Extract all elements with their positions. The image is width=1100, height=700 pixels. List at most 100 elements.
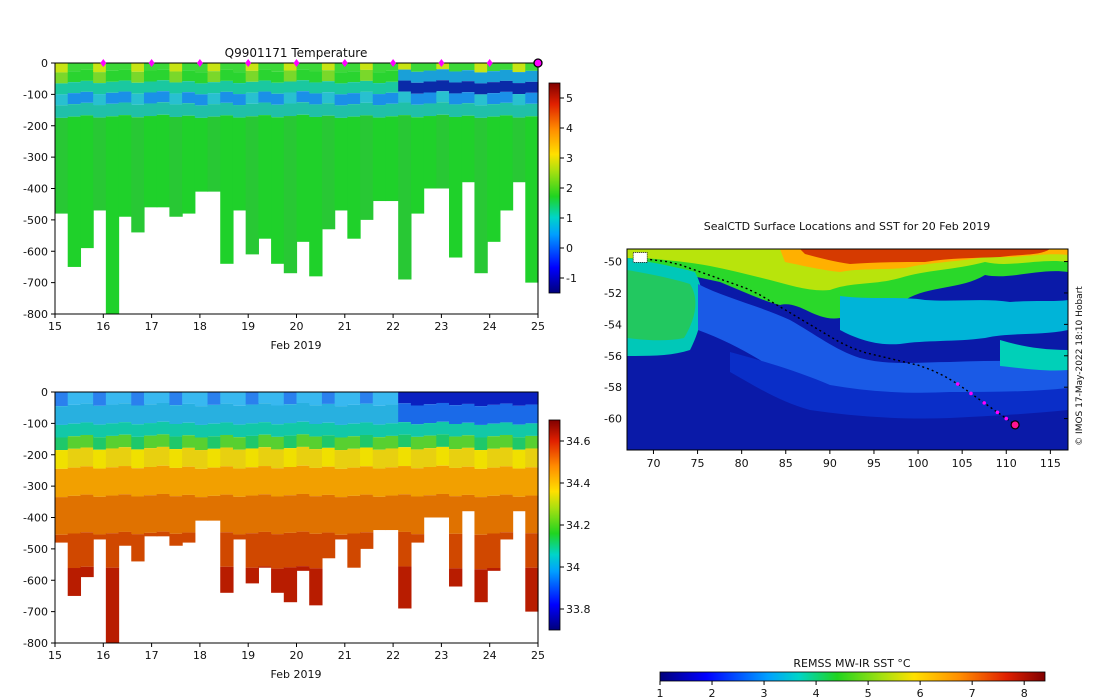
seal-start-marker [632,252,648,263]
section-cell [372,424,387,438]
section-cell [245,435,259,449]
profile-marker [486,59,493,67]
salinity-y-tick-label: -700 [23,606,48,619]
section-cell [283,92,298,104]
section-cell [512,94,526,106]
section-cell [309,71,323,83]
section-cell [232,449,247,469]
section-cell [271,104,285,118]
section-cell [80,115,94,249]
section-cell [232,72,247,84]
section-cell [334,63,348,73]
section-cell [525,567,539,612]
section-cell [321,81,336,93]
section-cell [118,434,132,448]
section-cell [131,436,145,450]
section-cell [143,70,158,82]
seal-track-recent-point [982,401,987,405]
section-cell [55,468,69,498]
section-cell [80,532,94,567]
section-cell [449,93,463,105]
section-cell [334,497,348,535]
section-cell [207,467,221,496]
section-cell [436,446,450,466]
section-cell [67,448,82,468]
section-profile-column [487,392,501,571]
section-cell [156,80,170,92]
section-cell [220,494,234,533]
section-profile-column [207,392,221,521]
profile-marker [390,59,397,67]
section-cell [372,94,387,106]
section-cell [118,63,132,70]
temperature-x-axis: 15 16 17 18 19 20 21 22 23 24 25 [48,314,545,333]
section-cell [385,467,399,496]
temperature-y-tick-label: -500 [23,214,48,227]
section-cell [398,80,412,92]
section-cell [207,71,221,83]
section-cell [67,533,82,569]
section-cell [105,448,120,468]
section-cell [512,449,526,469]
section-cell [143,103,158,117]
section-cell [207,448,221,468]
section-cell [245,63,259,71]
section-cell [449,449,463,468]
section-cell [220,422,234,435]
section-cell [449,405,463,425]
section-cell [398,434,412,448]
section-cell [398,63,412,70]
section-profile-column [271,63,285,264]
section-cell [449,424,463,437]
temperature-y-tick-label: -600 [23,245,48,258]
salinity-colorbar-tick-label: 33.8 [566,603,591,616]
section-profile-column [93,63,107,211]
section-cell [118,392,132,404]
section-cell [347,82,361,94]
section-cell [296,421,310,435]
section-cell [169,392,183,406]
section-cell [220,63,234,70]
section-cell [156,102,170,115]
section-cell [296,446,310,466]
section-profile-column [334,63,348,211]
section-cell [169,71,183,83]
section-cell [347,436,361,449]
section-cell [245,92,259,104]
section-cell [143,466,158,496]
sst-field [627,249,1068,450]
salinity-y-tick-label: -600 [23,574,48,587]
section-cell [258,531,272,567]
temperature-y-tick-label: -800 [23,308,48,321]
section-cell [194,468,209,498]
section-profile-column [499,392,514,540]
section-cell [258,494,272,532]
section-cell [449,467,463,497]
profile-marker [196,59,203,67]
section-profile-column [258,63,272,239]
section-cell [499,422,514,435]
section-cell [232,83,247,95]
seal-track-recent-point [969,391,973,396]
section-cell [182,63,196,71]
section-cell [131,424,145,437]
section-profile-column [321,392,336,559]
temperature-x-tick-label: 17 [145,320,159,333]
salinity-colorbar-tick-label: 34.4 [566,477,591,490]
seal-track-recent-point [995,410,1000,415]
section-cell [309,467,323,497]
section-cell [93,468,107,497]
section-cell [525,70,539,82]
section-cell [283,70,298,82]
section-cell [182,466,196,495]
seal-track-recent-point [1004,416,1009,421]
section-cell [410,436,425,450]
section-cell [499,434,514,448]
salinity-colorbar-tick-label: 34.2 [566,519,591,532]
section-cell [105,92,120,104]
temperature-colorbar-tick-label: 4 [566,122,573,135]
section-cell [283,423,298,436]
section-cell [207,116,221,192]
temperature-chart-title: Q9901171 Temperature [225,46,368,60]
section-cell [105,435,120,449]
